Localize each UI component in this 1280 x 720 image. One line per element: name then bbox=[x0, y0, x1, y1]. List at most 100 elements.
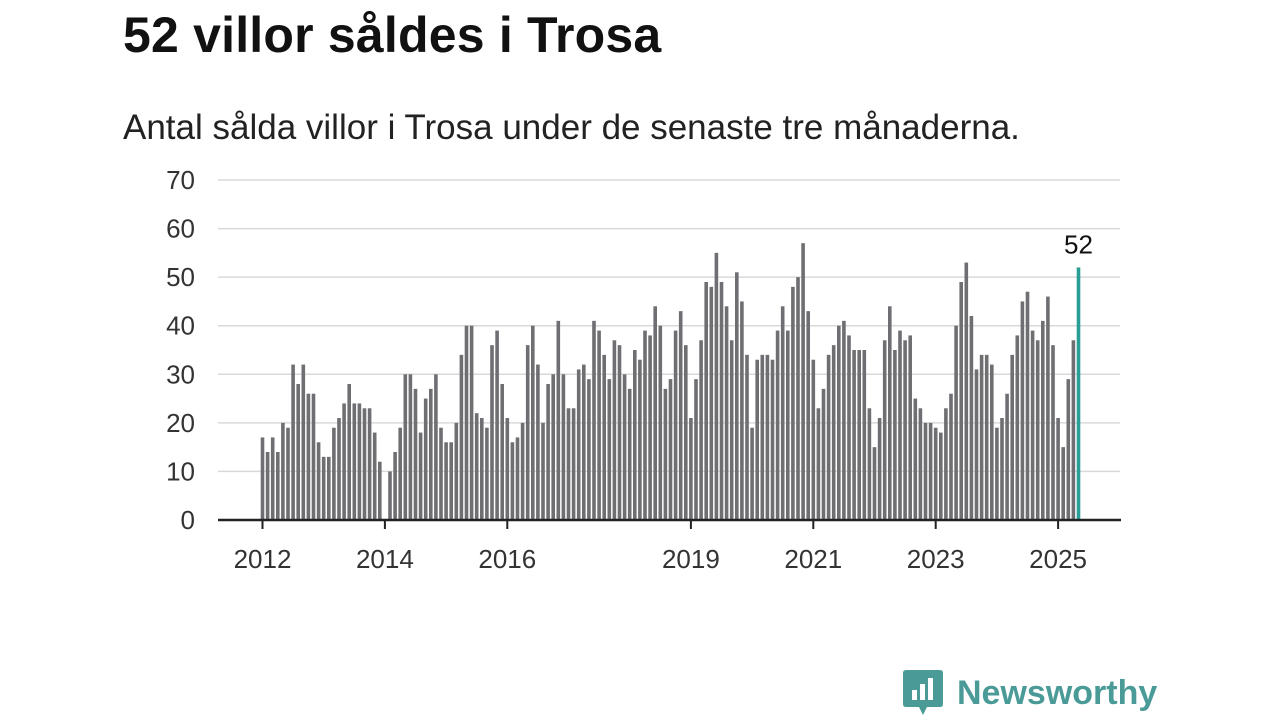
bar bbox=[826, 354, 831, 520]
bar bbox=[429, 388, 433, 520]
bar bbox=[342, 403, 346, 520]
bar bbox=[398, 427, 402, 520]
bar bbox=[648, 335, 652, 520]
bar bbox=[270, 437, 275, 520]
newsworthy-logo-icon bbox=[903, 670, 943, 715]
bar bbox=[296, 384, 300, 520]
bar bbox=[602, 354, 606, 520]
bar bbox=[755, 359, 759, 520]
bar bbox=[474, 413, 479, 520]
bar bbox=[735, 272, 739, 520]
bar bbox=[923, 422, 928, 520]
bar bbox=[576, 369, 581, 520]
bar bbox=[949, 393, 953, 520]
bar bbox=[541, 422, 545, 520]
bar bbox=[689, 418, 693, 520]
bar bbox=[627, 388, 632, 520]
bar bbox=[378, 461, 382, 520]
bar bbox=[469, 325, 474, 520]
bar bbox=[821, 388, 826, 520]
bar bbox=[719, 282, 724, 520]
bar bbox=[531, 325, 535, 520]
bar bbox=[587, 379, 591, 520]
bar bbox=[893, 350, 897, 520]
bar bbox=[367, 408, 372, 520]
bar bbox=[1066, 379, 1071, 520]
bar bbox=[1030, 330, 1035, 520]
x-tick-label: 2019 bbox=[662, 544, 720, 574]
bar bbox=[1041, 320, 1045, 520]
bar bbox=[525, 345, 530, 520]
bar bbox=[954, 325, 958, 520]
bar bbox=[724, 306, 729, 520]
bar bbox=[995, 427, 999, 520]
chart-subtitle: Antal sålda villor i Trosa under de sena… bbox=[123, 108, 1020, 147]
bar bbox=[638, 359, 642, 520]
bar bbox=[260, 437, 265, 520]
bar bbox=[857, 350, 861, 520]
bar bbox=[694, 379, 698, 520]
bar bbox=[658, 325, 663, 520]
bar bbox=[765, 354, 770, 520]
y-axis-ticks: 0 10 20 30 40 50 60 70 bbox=[166, 165, 195, 535]
x-axis-ticks: 2012 2014 2016 2019 2021 2023 2025 bbox=[234, 520, 1087, 574]
bar bbox=[1061, 447, 1065, 520]
bar bbox=[837, 325, 841, 520]
bar bbox=[1056, 418, 1060, 520]
bar bbox=[699, 340, 703, 520]
x-tick-label: 2021 bbox=[784, 544, 842, 574]
bar bbox=[633, 350, 637, 520]
x-tick-label: 2016 bbox=[478, 544, 536, 574]
bar bbox=[709, 286, 714, 520]
x-tick-label: 2014 bbox=[356, 544, 414, 574]
bar bbox=[515, 437, 520, 520]
bar bbox=[944, 408, 948, 520]
bar bbox=[811, 359, 816, 520]
y-tick-label: 40 bbox=[166, 311, 195, 341]
bar bbox=[1015, 335, 1020, 520]
bar bbox=[546, 384, 550, 520]
bar bbox=[791, 286, 795, 520]
y-tick-label: 10 bbox=[166, 456, 195, 486]
bar bbox=[408, 374, 413, 520]
bar bbox=[566, 408, 571, 520]
bar bbox=[286, 427, 290, 520]
y-tick-label: 20 bbox=[166, 408, 195, 438]
bar bbox=[1010, 354, 1014, 520]
bar bbox=[505, 418, 510, 520]
bar bbox=[898, 330, 902, 520]
bar bbox=[877, 418, 882, 520]
bar bbox=[974, 369, 979, 520]
bar bbox=[510, 442, 515, 520]
bar bbox=[449, 442, 453, 520]
bar bbox=[332, 427, 336, 520]
bar bbox=[816, 408, 821, 520]
bar bbox=[495, 330, 499, 520]
y-tick-label: 50 bbox=[166, 262, 195, 292]
bar bbox=[852, 350, 856, 520]
bar bbox=[388, 471, 392, 520]
y-tick-label: 30 bbox=[166, 359, 195, 389]
bar bbox=[964, 262, 969, 520]
bar bbox=[393, 452, 397, 520]
bar bbox=[556, 320, 561, 520]
bar bbox=[372, 432, 377, 520]
bar bbox=[327, 456, 331, 520]
bar bbox=[464, 325, 469, 520]
bar bbox=[867, 408, 872, 520]
bar bbox=[740, 301, 744, 520]
bar bbox=[729, 340, 734, 520]
bar bbox=[918, 408, 923, 520]
bar bbox=[291, 364, 295, 520]
bar bbox=[1025, 291, 1030, 520]
bar bbox=[352, 403, 357, 520]
brand-name: Newsworthy bbox=[957, 674, 1158, 712]
bar bbox=[551, 374, 555, 520]
bar bbox=[337, 418, 341, 520]
bar bbox=[413, 388, 418, 520]
bar bbox=[673, 330, 678, 520]
bar-highlight bbox=[1076, 267, 1081, 520]
bar bbox=[321, 456, 326, 520]
bar bbox=[862, 350, 867, 520]
bar bbox=[1035, 340, 1040, 520]
